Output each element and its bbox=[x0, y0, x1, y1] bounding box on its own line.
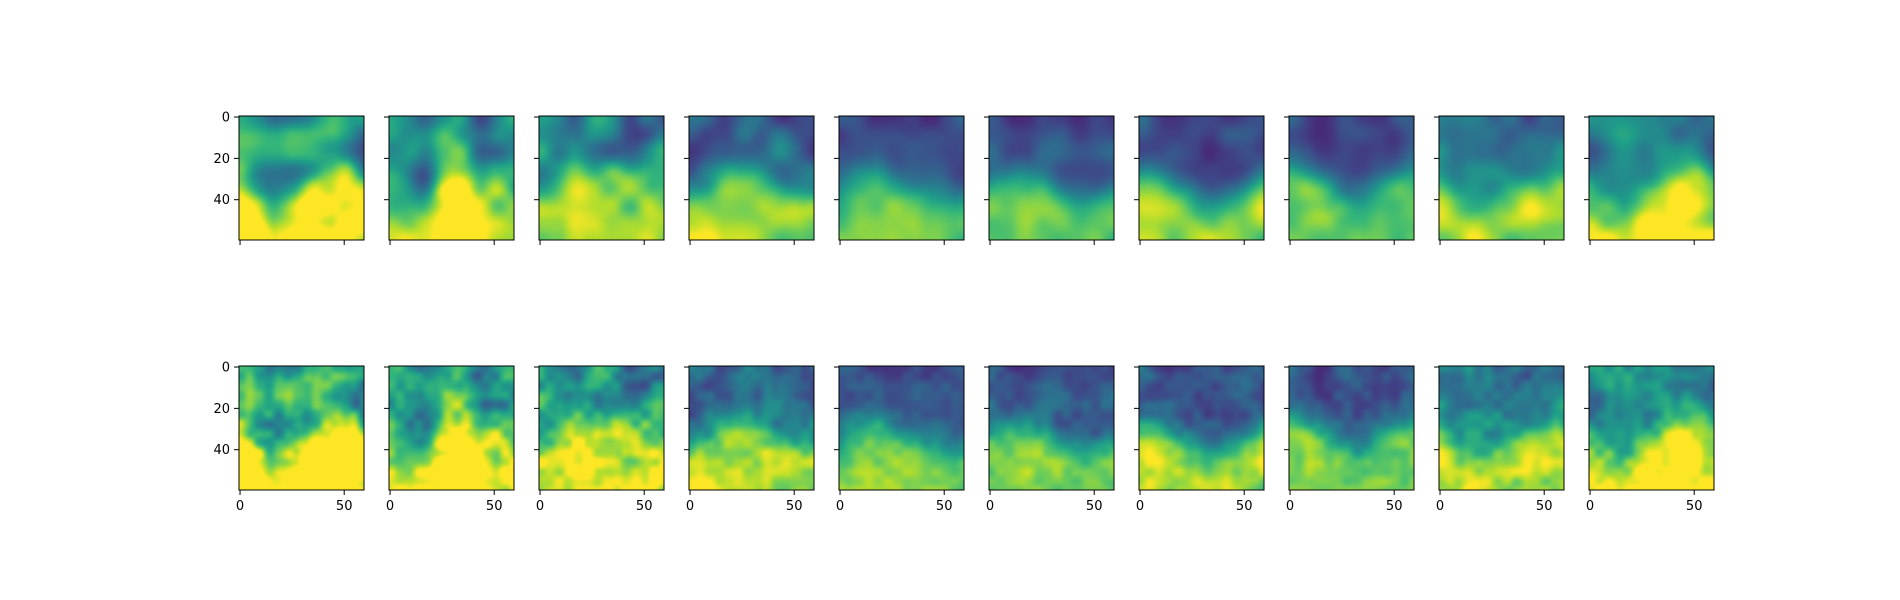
panel-r2-c7: 0 50 bbox=[1134, 365, 1265, 514]
heatmap-image bbox=[1589, 366, 1714, 490]
heatmap-image bbox=[1139, 116, 1264, 240]
x-tick-label: 50 bbox=[1086, 499, 1103, 514]
panel-r2-c2: 0 50 bbox=[384, 365, 515, 514]
panel-r2-c4: 0 50 bbox=[684, 365, 815, 514]
x-tick-label: 0 bbox=[1136, 499, 1144, 514]
heatmap-image bbox=[539, 116, 664, 240]
heatmap-image bbox=[839, 116, 964, 240]
heatmap-image bbox=[389, 116, 514, 240]
y-tick-label: 40 bbox=[213, 193, 230, 208]
panel-r1-c4 bbox=[684, 115, 815, 245]
panel-r2-c3: 0 50 bbox=[534, 365, 665, 514]
x-tick-label: 50 bbox=[336, 499, 353, 514]
heatmap-image bbox=[839, 366, 964, 490]
heatmap-image bbox=[239, 116, 364, 240]
axes-frame bbox=[388, 115, 515, 241]
axes-frame bbox=[1438, 365, 1565, 491]
x-tick-label: 50 bbox=[1536, 499, 1553, 514]
x-tick-label: 50 bbox=[1686, 499, 1703, 514]
heatmap-image bbox=[389, 366, 514, 490]
axes-frame bbox=[1288, 115, 1415, 241]
x-tick-label: 0 bbox=[1436, 499, 1444, 514]
panel-r1-c5 bbox=[834, 115, 965, 245]
y-tick-label: 20 bbox=[213, 152, 230, 167]
heatmap-image bbox=[989, 116, 1114, 240]
panel-r2-c8: 0 50 bbox=[1284, 365, 1415, 514]
axes-frame bbox=[1588, 115, 1715, 241]
heatmap-image bbox=[239, 366, 364, 490]
axes-frame bbox=[988, 115, 1115, 241]
x-tick-label: 0 bbox=[986, 499, 994, 514]
axes-frame bbox=[988, 365, 1115, 491]
x-tick-label: 0 bbox=[1286, 499, 1294, 514]
heatmap-image bbox=[989, 366, 1114, 490]
axes-frame bbox=[538, 365, 665, 491]
x-tick-label: 50 bbox=[636, 499, 653, 514]
panel-r2-c6: 0 50 bbox=[984, 365, 1115, 514]
x-tick-label: 50 bbox=[1386, 499, 1403, 514]
axes-frame bbox=[1138, 365, 1265, 491]
y-tick-label: 40 bbox=[213, 443, 230, 458]
axes-frame bbox=[238, 365, 365, 491]
x-tick-label: 50 bbox=[786, 499, 803, 514]
axes-frame bbox=[688, 365, 815, 491]
x-tick-label: 0 bbox=[686, 499, 694, 514]
panel-r2-c5: 0 50 bbox=[834, 365, 965, 514]
heatmap-image bbox=[1589, 116, 1714, 240]
x-tick-label: 50 bbox=[1236, 499, 1253, 514]
axes-frame bbox=[838, 115, 965, 241]
panel-r1-c10 bbox=[1584, 115, 1715, 245]
heatmap-image bbox=[1439, 116, 1564, 240]
x-tick-label: 0 bbox=[386, 499, 394, 514]
y-tick-label: 0 bbox=[222, 361, 230, 376]
axes-frame bbox=[838, 365, 965, 491]
x-tick-label: 0 bbox=[836, 499, 844, 514]
x-tick-label: 50 bbox=[486, 499, 503, 514]
panel-r1-c1: 0 20 40 bbox=[213, 111, 365, 245]
axes-frame bbox=[688, 115, 815, 241]
x-tick-label: 0 bbox=[236, 499, 244, 514]
axes-frame bbox=[238, 115, 365, 241]
panel-grid: 0 20 40 0 20 40 0 50 0 50 0 50 0 50 0 50 0 50 0 50 0 50 0 50 0 50 bbox=[213, 111, 1715, 514]
heatmap-image bbox=[1289, 116, 1414, 240]
panel-r1-c3 bbox=[534, 115, 665, 245]
x-tick-label: 0 bbox=[1586, 499, 1594, 514]
panel-r1-c2 bbox=[384, 115, 515, 245]
x-tick-label: 0 bbox=[536, 499, 544, 514]
axes-frame bbox=[1588, 365, 1715, 491]
axes-frame bbox=[1288, 365, 1415, 491]
heatmap-image bbox=[689, 366, 814, 490]
heatmap-image bbox=[539, 366, 664, 490]
heatmap-image bbox=[1439, 366, 1564, 490]
panel-r2-c9: 0 50 bbox=[1434, 365, 1565, 514]
panel-r1-c7 bbox=[1134, 115, 1265, 245]
y-tick-label: 20 bbox=[213, 402, 230, 417]
panel-r1-c6 bbox=[984, 115, 1115, 245]
heatmap-image bbox=[689, 116, 814, 240]
heatmap-image bbox=[1139, 366, 1264, 490]
axes-frame bbox=[1438, 115, 1565, 241]
panel-r1-c9 bbox=[1434, 115, 1565, 245]
y-tick-label: 0 bbox=[222, 111, 230, 126]
heatmap-image bbox=[1289, 366, 1414, 490]
axes-frame bbox=[538, 115, 665, 241]
x-tick-label: 50 bbox=[936, 499, 953, 514]
axes-frame bbox=[1138, 115, 1265, 241]
axes-frame bbox=[388, 365, 515, 491]
panel-r2-c1: 0 20 40 0 50 bbox=[213, 361, 365, 514]
panel-r1-c8 bbox=[1284, 115, 1415, 245]
panel-r2-c10: 0 50 bbox=[1584, 365, 1715, 514]
